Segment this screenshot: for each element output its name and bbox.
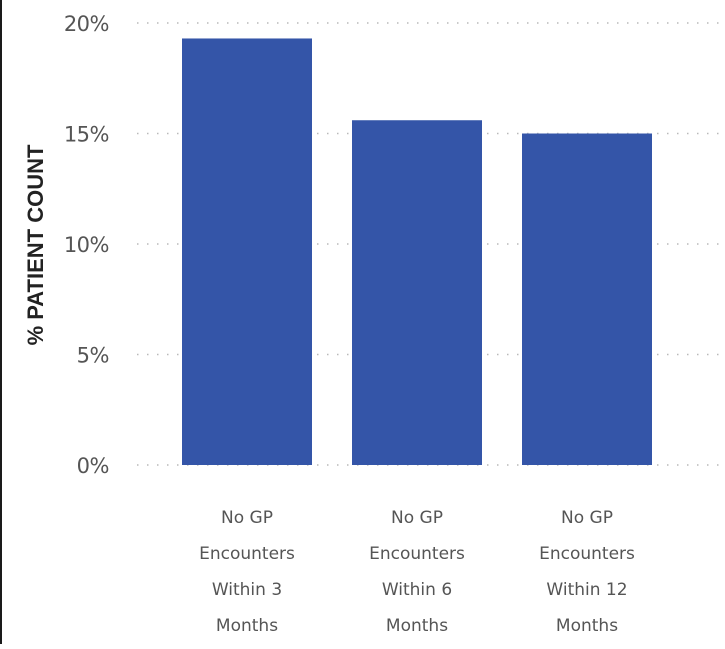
category-label-1-line-0: No GP — [391, 508, 443, 528]
category-label-2-line-3: Months — [556, 616, 618, 636]
category-label-0-line-2: Within 3 — [212, 580, 282, 600]
category-label-2-line-2: Within 12 — [546, 580, 627, 600]
y-axis-ticks: 0% 5% 10% 15% 20% — [64, 12, 110, 478]
y-tick-label-2: 10% — [64, 233, 109, 257]
category-label-2-line-0: No GP — [561, 508, 613, 528]
category-label-1-line-2: Within 6 — [382, 580, 452, 600]
x-axis-categories: No GP Encounters Within 3 Months No GP Encoun… — [199, 508, 635, 636]
y-tick-label-1: 5% — [77, 344, 109, 368]
y-tick-label-4: 20% — [64, 12, 109, 36]
bar-2 — [522, 133, 652, 465]
category-label-1-line-3: Months — [386, 616, 448, 636]
category-label-0: No GP Encounters Within 3 Months — [199, 508, 295, 636]
y-axis-label: % PATIENT COUNT — [23, 144, 48, 345]
category-label-0-line-1: Encounters — [199, 544, 295, 564]
category-label-1: No GP Encounters Within 6 Months — [369, 508, 465, 636]
category-label-2-line-1: Encounters — [539, 544, 635, 564]
category-label-0-line-0: No GP — [221, 508, 273, 528]
category-label-2: No GP Encounters Within 12 Months — [539, 508, 635, 636]
bar-1 — [352, 120, 482, 466]
category-label-0-line-3: Months — [216, 616, 278, 636]
y-tick-label-0: 0% — [77, 454, 109, 478]
bars — [182, 38, 652, 466]
bar-0 — [182, 38, 312, 465]
category-label-1-line-1: Encounters — [369, 544, 465, 564]
y-tick-label-3: 15% — [64, 123, 109, 147]
